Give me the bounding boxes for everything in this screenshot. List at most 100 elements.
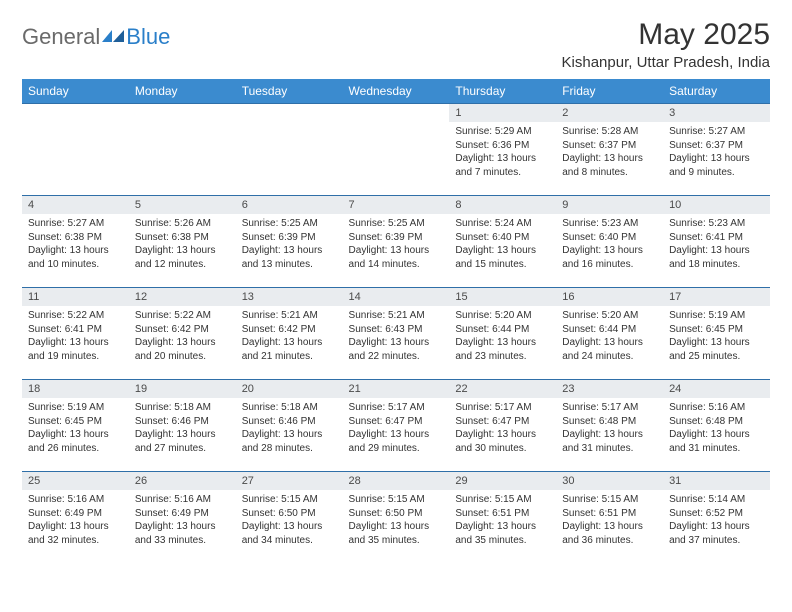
calendar-cell: 21Sunrise: 5:17 AMSunset: 6:47 PMDayligh…	[343, 380, 450, 472]
calendar-cell: 14Sunrise: 5:21 AMSunset: 6:43 PMDayligh…	[343, 288, 450, 380]
day-body: Sunrise: 5:20 AMSunset: 6:44 PMDaylight:…	[556, 306, 663, 366]
calendar-cell: 4Sunrise: 5:27 AMSunset: 6:38 PMDaylight…	[22, 196, 129, 288]
day-number: 7	[343, 196, 450, 214]
day-body: Sunrise: 5:17 AMSunset: 6:48 PMDaylight:…	[556, 398, 663, 458]
day-number: 8	[449, 196, 556, 214]
calendar-cell: 15Sunrise: 5:20 AMSunset: 6:44 PMDayligh…	[449, 288, 556, 380]
calendar-body: 1Sunrise: 5:29 AMSunset: 6:36 PMDaylight…	[22, 104, 770, 564]
day-body: Sunrise: 5:15 AMSunset: 6:51 PMDaylight:…	[556, 490, 663, 550]
calendar-cell: 19Sunrise: 5:18 AMSunset: 6:46 PMDayligh…	[129, 380, 236, 472]
day-body: Sunrise: 5:16 AMSunset: 6:49 PMDaylight:…	[22, 490, 129, 550]
header: General Blue May 2025 Kishanpur, Uttar P…	[22, 18, 770, 71]
day-body: Sunrise: 5:20 AMSunset: 6:44 PMDaylight:…	[449, 306, 556, 366]
calendar-week: 11Sunrise: 5:22 AMSunset: 6:41 PMDayligh…	[22, 288, 770, 380]
day-header: Sunday	[22, 79, 129, 104]
day-number: 24	[663, 380, 770, 398]
day-number: 2	[556, 104, 663, 122]
day-body: Sunrise: 5:16 AMSunset: 6:48 PMDaylight:…	[663, 398, 770, 458]
calendar-cell: 2Sunrise: 5:28 AMSunset: 6:37 PMDaylight…	[556, 104, 663, 196]
location: Kishanpur, Uttar Pradesh, India	[562, 54, 770, 71]
day-body: Sunrise: 5:17 AMSunset: 6:47 PMDaylight:…	[449, 398, 556, 458]
calendar-cell	[343, 104, 450, 196]
calendar-cell	[236, 104, 343, 196]
day-number: 3	[663, 104, 770, 122]
day-body: Sunrise: 5:15 AMSunset: 6:51 PMDaylight:…	[449, 490, 556, 550]
calendar-cell: 10Sunrise: 5:23 AMSunset: 6:41 PMDayligh…	[663, 196, 770, 288]
calendar-week: 4Sunrise: 5:27 AMSunset: 6:38 PMDaylight…	[22, 196, 770, 288]
day-body: Sunrise: 5:23 AMSunset: 6:41 PMDaylight:…	[663, 214, 770, 274]
calendar-cell: 12Sunrise: 5:22 AMSunset: 6:42 PMDayligh…	[129, 288, 236, 380]
day-body: Sunrise: 5:19 AMSunset: 6:45 PMDaylight:…	[663, 306, 770, 366]
day-number: 22	[449, 380, 556, 398]
day-body: Sunrise: 5:14 AMSunset: 6:52 PMDaylight:…	[663, 490, 770, 550]
day-number: 28	[343, 472, 450, 490]
day-body: Sunrise: 5:21 AMSunset: 6:42 PMDaylight:…	[236, 306, 343, 366]
calendar-cell: 7Sunrise: 5:25 AMSunset: 6:39 PMDaylight…	[343, 196, 450, 288]
day-number: 19	[129, 380, 236, 398]
day-body: Sunrise: 5:28 AMSunset: 6:37 PMDaylight:…	[556, 122, 663, 182]
day-number: 16	[556, 288, 663, 306]
day-body: Sunrise: 5:18 AMSunset: 6:46 PMDaylight:…	[236, 398, 343, 458]
day-number: 11	[22, 288, 129, 306]
day-body: Sunrise: 5:17 AMSunset: 6:47 PMDaylight:…	[343, 398, 450, 458]
month-title: May 2025	[562, 18, 770, 52]
calendar-cell: 18Sunrise: 5:19 AMSunset: 6:45 PMDayligh…	[22, 380, 129, 472]
calendar-cell: 25Sunrise: 5:16 AMSunset: 6:49 PMDayligh…	[22, 472, 129, 564]
day-number: 27	[236, 472, 343, 490]
day-number: 14	[343, 288, 450, 306]
day-header: Saturday	[663, 79, 770, 104]
day-body: Sunrise: 5:25 AMSunset: 6:39 PMDaylight:…	[343, 214, 450, 274]
day-body: Sunrise: 5:22 AMSunset: 6:41 PMDaylight:…	[22, 306, 129, 366]
calendar-cell: 31Sunrise: 5:14 AMSunset: 6:52 PMDayligh…	[663, 472, 770, 564]
day-number: 10	[663, 196, 770, 214]
day-number: 18	[22, 380, 129, 398]
day-body: Sunrise: 5:23 AMSunset: 6:40 PMDaylight:…	[556, 214, 663, 274]
day-number: 1	[449, 104, 556, 122]
calendar-week: 1Sunrise: 5:29 AMSunset: 6:36 PMDaylight…	[22, 104, 770, 196]
day-body: Sunrise: 5:29 AMSunset: 6:36 PMDaylight:…	[449, 122, 556, 182]
calendar-cell	[129, 104, 236, 196]
day-header: Monday	[129, 79, 236, 104]
calendar-cell: 29Sunrise: 5:15 AMSunset: 6:51 PMDayligh…	[449, 472, 556, 564]
logo-icon	[102, 24, 126, 50]
calendar-cell: 13Sunrise: 5:21 AMSunset: 6:42 PMDayligh…	[236, 288, 343, 380]
day-header: Friday	[556, 79, 663, 104]
day-number: 4	[22, 196, 129, 214]
day-header: Tuesday	[236, 79, 343, 104]
day-body: Sunrise: 5:18 AMSunset: 6:46 PMDaylight:…	[129, 398, 236, 458]
calendar-cell: 27Sunrise: 5:15 AMSunset: 6:50 PMDayligh…	[236, 472, 343, 564]
logo-text-2: Blue	[126, 24, 170, 50]
day-number: 25	[22, 472, 129, 490]
calendar-cell: 5Sunrise: 5:26 AMSunset: 6:38 PMDaylight…	[129, 196, 236, 288]
day-body: Sunrise: 5:26 AMSunset: 6:38 PMDaylight:…	[129, 214, 236, 274]
calendar-cell: 20Sunrise: 5:18 AMSunset: 6:46 PMDayligh…	[236, 380, 343, 472]
day-number: 20	[236, 380, 343, 398]
day-header-row: SundayMondayTuesdayWednesdayThursdayFrid…	[22, 79, 770, 104]
day-body: Sunrise: 5:24 AMSunset: 6:40 PMDaylight:…	[449, 214, 556, 274]
calendar-week: 18Sunrise: 5:19 AMSunset: 6:45 PMDayligh…	[22, 380, 770, 472]
day-body: Sunrise: 5:25 AMSunset: 6:39 PMDaylight:…	[236, 214, 343, 274]
calendar-cell: 9Sunrise: 5:23 AMSunset: 6:40 PMDaylight…	[556, 196, 663, 288]
logo: General Blue	[22, 18, 170, 50]
calendar-cell: 17Sunrise: 5:19 AMSunset: 6:45 PMDayligh…	[663, 288, 770, 380]
day-header: Thursday	[449, 79, 556, 104]
day-body: Sunrise: 5:15 AMSunset: 6:50 PMDaylight:…	[236, 490, 343, 550]
day-number: 29	[449, 472, 556, 490]
day-number: 26	[129, 472, 236, 490]
day-number: 21	[343, 380, 450, 398]
day-number: 15	[449, 288, 556, 306]
day-body: Sunrise: 5:27 AMSunset: 6:38 PMDaylight:…	[22, 214, 129, 274]
calendar-cell: 1Sunrise: 5:29 AMSunset: 6:36 PMDaylight…	[449, 104, 556, 196]
calendar-week: 25Sunrise: 5:16 AMSunset: 6:49 PMDayligh…	[22, 472, 770, 564]
logo-text-1: General	[22, 24, 100, 50]
day-number: 6	[236, 196, 343, 214]
day-number: 23	[556, 380, 663, 398]
day-body: Sunrise: 5:15 AMSunset: 6:50 PMDaylight:…	[343, 490, 450, 550]
calendar-cell: 30Sunrise: 5:15 AMSunset: 6:51 PMDayligh…	[556, 472, 663, 564]
calendar-cell: 6Sunrise: 5:25 AMSunset: 6:39 PMDaylight…	[236, 196, 343, 288]
calendar-cell: 22Sunrise: 5:17 AMSunset: 6:47 PMDayligh…	[449, 380, 556, 472]
calendar-cell: 8Sunrise: 5:24 AMSunset: 6:40 PMDaylight…	[449, 196, 556, 288]
day-header: Wednesday	[343, 79, 450, 104]
day-number: 13	[236, 288, 343, 306]
calendar-cell: 16Sunrise: 5:20 AMSunset: 6:44 PMDayligh…	[556, 288, 663, 380]
